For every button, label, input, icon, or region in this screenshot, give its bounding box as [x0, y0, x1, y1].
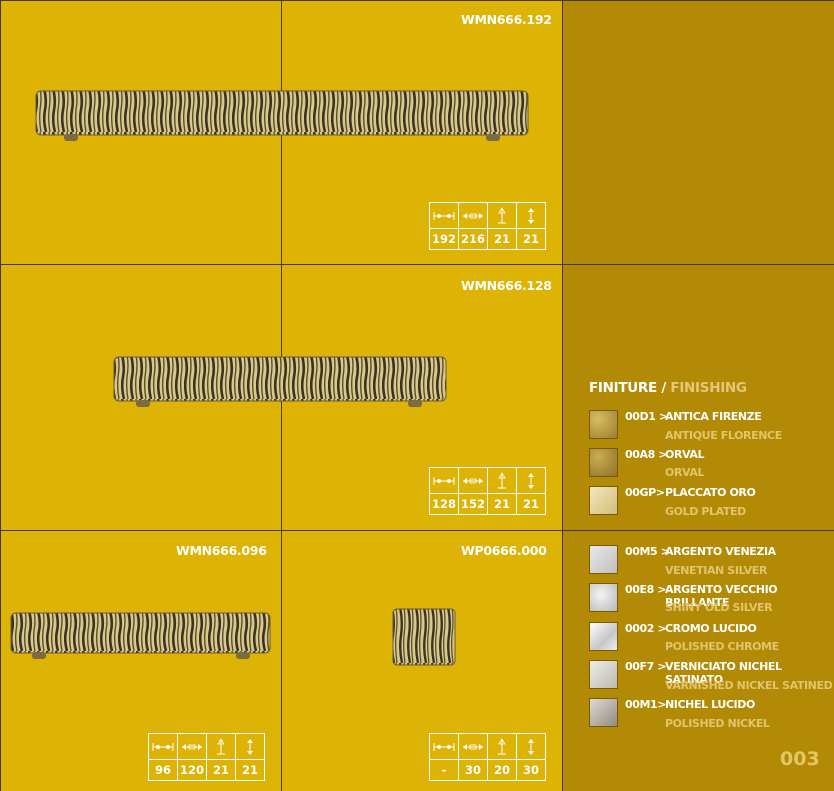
- finish-code: 0002 >: [625, 622, 667, 635]
- finish-code: 00M5 >: [625, 545, 670, 558]
- handle-image-096: [10, 612, 271, 659]
- finish-swatch: [589, 622, 618, 651]
- dimension-table: 192 216 21 21: [429, 202, 546, 250]
- finish-name-en: POLISHED CHROME: [665, 640, 779, 653]
- dimension-value: 96: [149, 759, 178, 781]
- finish-name: VERNICIATO NICHEL SATINATO: [665, 660, 782, 686]
- finish-swatch: [589, 410, 618, 439]
- center-distance-icon: [430, 468, 459, 493]
- finish-name: NICHEL LUCIDO: [665, 698, 755, 711]
- finish-swatch: [589, 698, 618, 727]
- finish-swatch: [589, 486, 618, 515]
- dimension-table: 128 152 21 21: [429, 467, 546, 515]
- grid-line: [0, 530, 834, 531]
- dimension-value: -: [430, 759, 459, 781]
- dimension-value: 21: [488, 228, 517, 250]
- length-icon: [459, 734, 488, 759]
- center-distance-icon: [149, 734, 178, 759]
- height-icon: [488, 203, 517, 228]
- finish-name-en: VENETIAN SILVER: [665, 564, 767, 577]
- finish-code: 00E8 >: [625, 583, 667, 596]
- dimension-table: - 30 20 30: [429, 733, 546, 781]
- depth-icon: [517, 203, 545, 228]
- length-icon: [459, 468, 488, 493]
- finish-name-en: VARNISHED NICKEL SATINED: [665, 679, 833, 692]
- finishes-title-en: FINISHING: [670, 380, 747, 396]
- finish-name-en: ANTIQUE FLORENCE: [665, 429, 782, 442]
- finish-name-en: SHINY OLD SILVER: [665, 601, 773, 614]
- finishes-panel: [563, 0, 834, 791]
- dimension-value: 128: [430, 493, 459, 515]
- finish-swatch: [589, 583, 618, 612]
- finish-code: 00M1>: [625, 698, 667, 711]
- product-cell-096: [0, 531, 281, 791]
- finish-code: 00A8 >: [625, 448, 668, 461]
- dimension-table: 96 120 21 21: [148, 733, 265, 781]
- grid-line: [0, 0, 834, 1]
- dimension-value: 120: [178, 759, 207, 781]
- finish-name: CROMO LUCIDO: [665, 622, 757, 635]
- finishes-title-it: FINITURE /: [589, 380, 666, 396]
- finish-name: ORVAL: [665, 448, 705, 461]
- finish-name: ARGENTO VECCHIO BRILLANTE: [665, 583, 778, 609]
- height-icon: [488, 734, 517, 759]
- dimension-value: 21: [207, 759, 236, 781]
- length-icon: [178, 734, 207, 759]
- finish-swatch: [589, 660, 618, 689]
- height-icon: [207, 734, 236, 759]
- grid-line: [0, 264, 834, 265]
- finish-name-en: GOLD PLATED: [665, 505, 746, 518]
- dimension-value: 152: [459, 493, 488, 515]
- finishes-title: FINITURE / FINISHING: [589, 380, 747, 396]
- finish-name-en: ORVAL: [665, 466, 705, 479]
- center-distance-icon: [430, 203, 459, 228]
- dimension-value: 216: [459, 228, 488, 250]
- grid-line: [0, 0, 1, 791]
- finish-name-en: POLISHED NICKEL: [665, 717, 770, 730]
- dimension-value: 192: [430, 228, 459, 250]
- product-code: WP0666.000: [461, 543, 547, 558]
- finish-swatch: [589, 545, 618, 574]
- dimension-value: 30: [459, 759, 488, 781]
- dimension-value: 30: [522, 763, 539, 777]
- depth-icon: [517, 734, 545, 759]
- product-code: WMN666.128: [461, 278, 552, 293]
- dimension-value: 20: [488, 759, 517, 781]
- dimension-value: 21: [488, 493, 517, 515]
- length-icon: [459, 203, 488, 228]
- product-code: WMN666.192: [461, 12, 552, 27]
- depth-icon: [236, 734, 264, 759]
- handle-image-192: [35, 90, 529, 141]
- finish-code: 00D1 >: [625, 410, 668, 423]
- center-distance-icon: [430, 734, 459, 759]
- finish-name: PLACCATO ORO: [665, 486, 756, 499]
- page-number: 003: [780, 748, 820, 770]
- finish-code: 00GP>: [625, 486, 665, 499]
- dimension-value: 21: [241, 763, 258, 777]
- height-icon: [488, 468, 517, 493]
- finish-swatch: [589, 448, 618, 477]
- knob-image: [392, 608, 456, 666]
- depth-icon: [517, 468, 545, 493]
- handle-image-128: [113, 356, 447, 407]
- dimension-value: 21: [522, 497, 539, 511]
- grid-line: [562, 0, 563, 791]
- finish-name: ARGENTO VENEZIA: [665, 545, 776, 558]
- finish-code: 00F7 >: [625, 660, 667, 673]
- product-code: WMN666.096: [176, 543, 267, 558]
- finish-name: ANTICA FIRENZE: [665, 410, 762, 423]
- dimension-value: 21: [522, 232, 539, 246]
